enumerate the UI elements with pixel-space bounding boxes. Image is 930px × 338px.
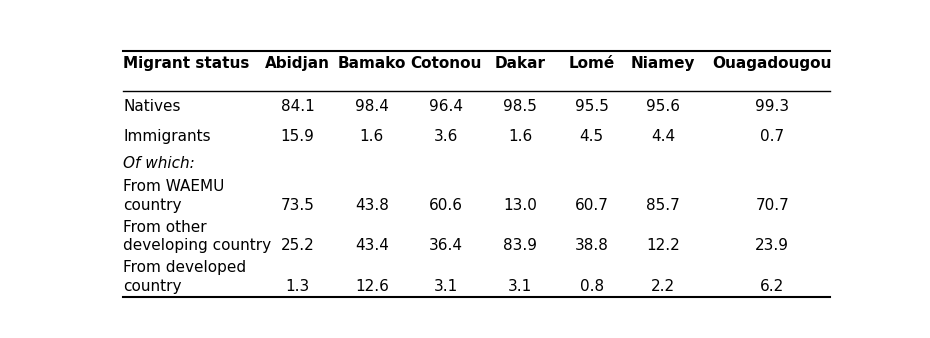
Text: Migrant status: Migrant status (124, 56, 250, 71)
Text: 60.7: 60.7 (575, 198, 608, 213)
Text: Ouagadougou: Ouagadougou (712, 56, 831, 71)
Text: 15.9: 15.9 (281, 129, 314, 144)
Text: Lomé: Lomé (568, 56, 615, 71)
Text: 43.4: 43.4 (355, 238, 389, 253)
Text: 43.8: 43.8 (355, 198, 389, 213)
Text: 95.6: 95.6 (646, 99, 680, 114)
Text: 1.6: 1.6 (508, 129, 532, 144)
Text: 1.6: 1.6 (360, 129, 384, 144)
Text: Of which:: Of which: (124, 156, 195, 171)
Text: 99.3: 99.3 (755, 99, 790, 114)
Text: 6.2: 6.2 (760, 279, 784, 293)
Text: 23.9: 23.9 (755, 238, 790, 253)
Text: 13.0: 13.0 (503, 198, 538, 213)
Text: 95.5: 95.5 (575, 99, 608, 114)
Text: 38.8: 38.8 (575, 238, 608, 253)
Text: country: country (124, 279, 182, 293)
Text: 98.5: 98.5 (503, 99, 538, 114)
Text: 4.5: 4.5 (579, 129, 604, 144)
Text: 98.4: 98.4 (355, 99, 389, 114)
Text: 2.2: 2.2 (651, 279, 675, 293)
Text: 12.2: 12.2 (646, 238, 680, 253)
Text: 84.1: 84.1 (281, 99, 314, 114)
Text: 96.4: 96.4 (429, 99, 463, 114)
Text: Bamako: Bamako (338, 56, 405, 71)
Text: Dakar: Dakar (495, 56, 546, 71)
Text: 85.7: 85.7 (646, 198, 680, 213)
Text: 3.1: 3.1 (434, 279, 458, 293)
Text: 3.1: 3.1 (508, 279, 532, 293)
Text: 70.7: 70.7 (755, 198, 789, 213)
Text: Immigrants: Immigrants (124, 129, 211, 144)
Text: From WAEMU: From WAEMU (124, 179, 225, 194)
Text: 4.4: 4.4 (651, 129, 675, 144)
Text: 0.8: 0.8 (579, 279, 604, 293)
Text: Cotonou: Cotonou (410, 56, 482, 71)
Text: From other: From other (124, 220, 207, 235)
Text: 12.6: 12.6 (355, 279, 389, 293)
Text: 73.5: 73.5 (281, 198, 314, 213)
Text: Abidjan: Abidjan (265, 56, 330, 71)
Text: 1.3: 1.3 (286, 279, 310, 293)
Text: Natives: Natives (124, 99, 181, 114)
Text: developing country: developing country (124, 238, 272, 253)
Text: From developed: From developed (124, 260, 246, 275)
Text: country: country (124, 198, 182, 213)
Text: 25.2: 25.2 (281, 238, 314, 253)
Text: 3.6: 3.6 (433, 129, 458, 144)
Text: 60.6: 60.6 (429, 198, 463, 213)
Text: 0.7: 0.7 (760, 129, 784, 144)
Text: 36.4: 36.4 (429, 238, 463, 253)
Text: 83.9: 83.9 (503, 238, 538, 253)
Text: Niamey: Niamey (631, 56, 696, 71)
